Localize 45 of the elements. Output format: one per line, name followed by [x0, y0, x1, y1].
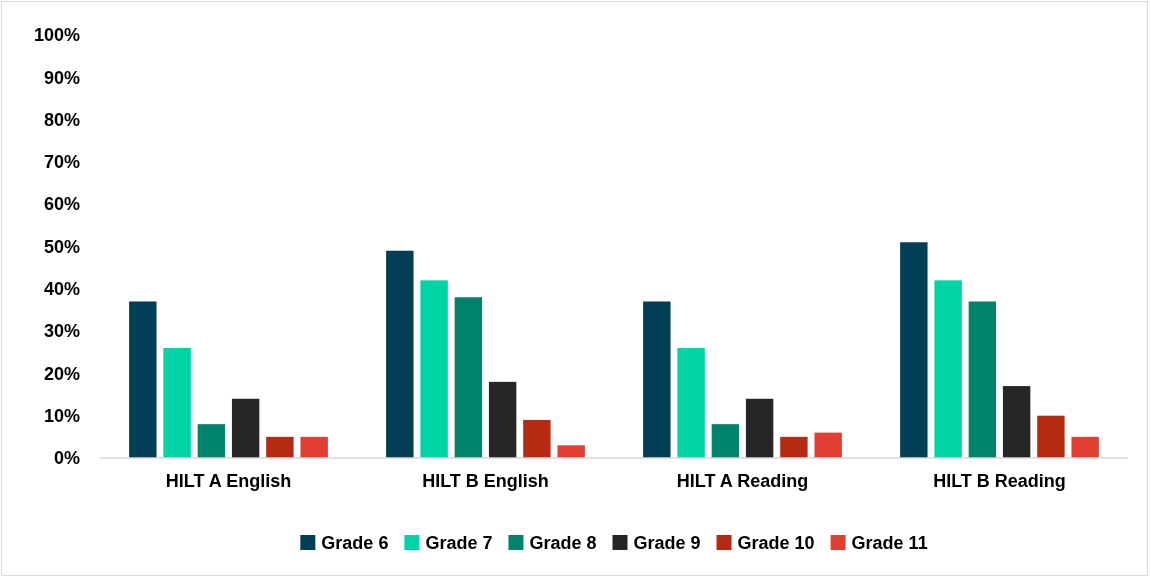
bar [934, 280, 962, 458]
legend-label: Grade 6 [321, 533, 389, 553]
y-tick-label: 10% [43, 405, 80, 426]
bar [780, 436, 808, 458]
x-tick-label: HILT A English [165, 470, 292, 491]
bar [643, 301, 671, 458]
bar [420, 280, 448, 458]
legend-label: Grade 7 [425, 533, 493, 553]
bar [300, 436, 328, 458]
y-tick-label: 50% [43, 236, 80, 257]
x-tick-label: HILT A Reading [676, 470, 809, 491]
bar [266, 436, 294, 458]
bar [1037, 415, 1065, 458]
bar [900, 242, 928, 458]
bar [1071, 436, 1099, 458]
bar [454, 297, 483, 458]
y-tick-label: 40% [43, 279, 80, 300]
bar [488, 381, 517, 458]
y-tick-label: 70% [43, 152, 80, 173]
legend-label: Grade 10 [737, 533, 815, 553]
y-tick-label: 90% [43, 67, 80, 88]
bar [386, 250, 414, 458]
x-tick-label: HILT B English [422, 470, 549, 491]
bar [523, 419, 551, 458]
bar [129, 301, 157, 458]
bar [677, 348, 705, 458]
bar [745, 398, 774, 458]
bar [197, 424, 226, 458]
bar [814, 432, 842, 458]
y-tick-label: 30% [43, 321, 80, 342]
y-tick-label: 80% [43, 109, 80, 130]
bar [557, 445, 585, 458]
y-tick-label: 100% [33, 25, 80, 46]
y-tick-label: 0% [53, 448, 80, 469]
bar [711, 424, 740, 458]
x-tick-label: HILT B Reading [933, 470, 1066, 491]
legend-label: Grade 11 [851, 533, 928, 553]
y-tick-label: 20% [43, 363, 80, 384]
legend-label: Grade 9 [633, 533, 701, 553]
bar [163, 348, 191, 458]
legend-label: Grade 8 [529, 533, 597, 553]
bar [231, 398, 260, 458]
y-tick-label: 60% [43, 194, 80, 215]
bar [968, 301, 997, 458]
bar [1002, 386, 1031, 458]
